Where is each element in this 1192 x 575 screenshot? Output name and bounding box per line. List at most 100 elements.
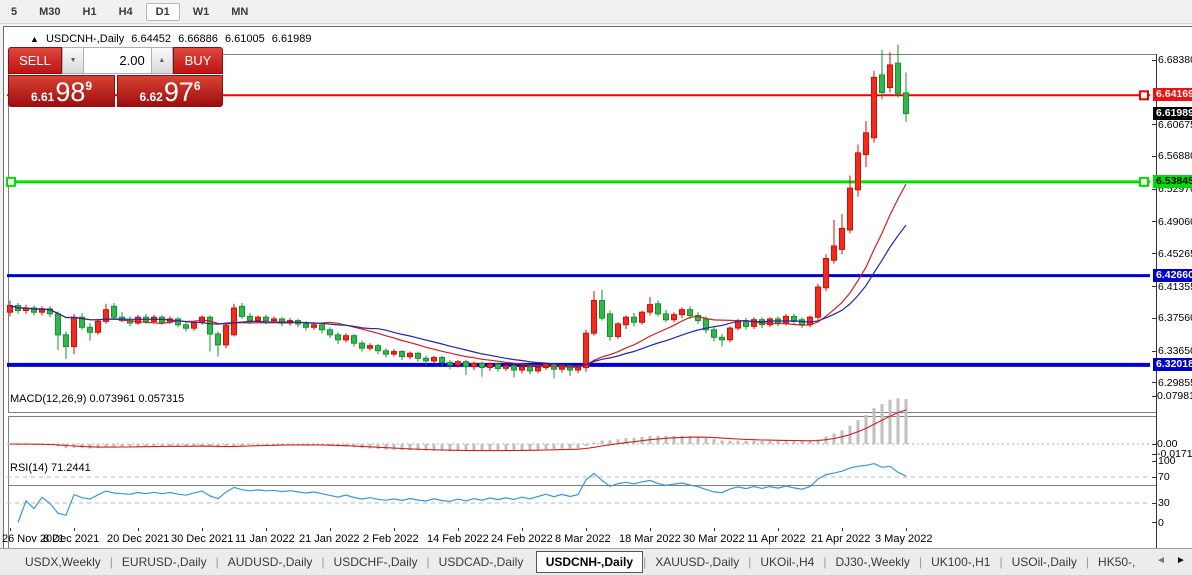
price-axis-label: 6.41355 <box>1158 280 1192 293</box>
volume-increase-button[interactable]: ▲ <box>150 47 173 74</box>
chart-ohlc-header: ▲ USDCNH-,Daily 6.64452 6.66886 6.61005 … <box>30 33 316 45</box>
sell-price-display[interactable]: 6.61 98 9 <box>8 75 115 107</box>
macd-axis-label: -0.017146 <box>1157 448 1192 461</box>
macd-axis-label: 0.00 <box>1157 438 1178 450</box>
date-axis-tick <box>457 528 459 531</box>
price-axis-label: 6.56880 <box>1158 150 1192 163</box>
date-axis-label: 11 Apr 2022 <box>747 533 806 545</box>
timeframe-button-w1[interactable]: W1 <box>192 5 210 18</box>
tab-usdcnh-daily[interactable]: USDCNH-,Daily <box>535 551 644 573</box>
macd-indicator-label: MACD(12,26,9) 0.073961 0.057315 <box>10 393 185 405</box>
price-axis-separator <box>1156 54 1157 574</box>
price-axis-label: 6.60675 <box>1158 118 1192 131</box>
tab-separator: | <box>426 555 430 569</box>
timeframe-button-h4[interactable]: H4 <box>118 5 133 18</box>
macd-axis-tick <box>1152 453 1156 455</box>
tab-separator: | <box>215 555 219 569</box>
tab-uk100-h1[interactable]: UK100-,H1 <box>931 555 991 569</box>
price-chart-panel <box>8 54 1157 413</box>
one-click-trading-widget: SELL ▼ 2.00 ▲ BUY 6.61 98 9 6.62 97 6 <box>8 47 224 107</box>
price-axis-badge: 6.53845 <box>1153 174 1192 188</box>
date-axis-label: 8 Dec 2021 <box>43 533 100 545</box>
rsi-axis-tick <box>1152 502 1156 504</box>
rsi-axis-label: 100 <box>1158 455 1176 467</box>
chevron-up-icon: ▲ <box>158 57 166 64</box>
macd-axis-tick <box>1152 395 1156 397</box>
date-axis-tick <box>73 528 75 531</box>
date-axis-label: 3 May 2022 <box>875 533 933 545</box>
buy-button[interactable]: BUY <box>172 47 224 74</box>
date-axis-tick <box>201 528 203 531</box>
tab-eurusd-daily[interactable]: EURUSD-,Daily <box>121 555 207 569</box>
tab-ukoil-h4[interactable]: UKOil-,H4 <box>760 555 815 569</box>
price-axis-tick <box>1152 350 1156 352</box>
tab-scroll-right-icon[interactable]: ► <box>1176 555 1186 566</box>
price-axis-badge: 6.64169 <box>1153 88 1192 102</box>
date-axis-tick <box>9 528 11 531</box>
date-axis-label: 8 Mar 2022 <box>555 533 611 545</box>
date-axis-tick <box>905 528 907 531</box>
tab-separator: | <box>321 555 325 569</box>
tab-dj30-weekly[interactable]: DJ30-,Weekly <box>835 555 910 569</box>
date-axis-label: 26 Nov 2021 <box>2 533 65 545</box>
rsi-axis-tick <box>1152 476 1156 478</box>
chart-symbol-label: USDCNH-,Daily <box>45 33 125 45</box>
price-axis-tick <box>1152 124 1156 126</box>
tab-usdchf-daily[interactable]: USDCHF-,Daily <box>333 555 418 569</box>
rsi-axis-tick <box>1152 460 1156 462</box>
tab-usdcad-daily[interactable]: USDCAD-,Daily <box>438 555 524 569</box>
tab-usoil-daily[interactable]: USOil-,Daily <box>1011 555 1077 569</box>
date-axis-tick <box>521 528 523 531</box>
ohlc-open: 6.64452 <box>131 33 172 45</box>
tab-scroll-left-icon[interactable]: ◄ <box>1156 555 1166 566</box>
rsi-axis-label: 70 <box>1158 471 1170 483</box>
date-axis-label: 11 Jan 2022 <box>235 533 295 545</box>
price-axis-tick <box>1152 253 1156 255</box>
price-axis-label: 6.49060 <box>1158 215 1192 228</box>
tab-hk50[interactable]: HK50-, <box>1098 555 1136 569</box>
tab-xauusd-daily[interactable]: XAUUSD-,Daily <box>655 555 740 569</box>
date-axis-label: 24 Feb 2022 <box>491 533 553 545</box>
date-axis-label: 2 Feb 2022 <box>363 533 419 545</box>
rsi-indicator-label: RSI(14) 71.2441 <box>10 462 91 474</box>
price-axis-tick <box>1152 59 1156 61</box>
macd-axis-tick <box>1152 443 1156 445</box>
ohlc-low: 6.61005 <box>224 33 265 45</box>
buy-price-display[interactable]: 6.62 97 6 <box>117 75 223 107</box>
price-axis-label: 6.45265 <box>1158 247 1192 260</box>
sell-button[interactable]: SELL <box>8 47 62 74</box>
macd-axis-label: 0.079813 <box>1157 390 1192 403</box>
volume-decrease-button[interactable]: ▼ <box>61 47 85 74</box>
timeframe-button-h1[interactable]: H1 <box>82 5 97 18</box>
tab-separator: | <box>748 555 752 569</box>
date-axis-tick <box>329 528 331 531</box>
date-axis-tick <box>585 528 587 531</box>
timeframe-toolbar: 5 M30 H1 H4 D1 W1 MN <box>0 0 1192 24</box>
timeframe-button-m30[interactable]: M30 <box>39 5 61 18</box>
ohlc-high: 6.66886 <box>178 33 218 45</box>
symbol-tabbar: USDX,Weekly | EURUSD-,Daily | AUDUSD-,Daily |… <box>0 548 1192 575</box>
tab-separator: | <box>823 555 827 569</box>
date-axis-label: 20 Dec 2021 <box>107 533 170 545</box>
timeframe-button-5[interactable]: 5 <box>11 5 18 18</box>
price-axis-label: 6.33650 <box>1158 345 1192 358</box>
price-axis-label: 6.68380 <box>1158 54 1192 66</box>
tab-separator: | <box>918 555 923 569</box>
tab-separator: | <box>1085 555 1090 569</box>
timeframe-button-d1[interactable]: D1 <box>145 2 180 21</box>
tab-separator: | <box>999 555 1003 569</box>
date-axis-label: 30 Dec 2021 <box>171 533 234 545</box>
rsi-axis-tick <box>1152 522 1156 523</box>
price-axis-badge: 6.61989 <box>1153 106 1192 120</box>
collapse-icon[interactable]: ▲ <box>30 34 39 44</box>
date-axis-tick <box>713 528 715 531</box>
rsi-panel <box>8 485 1157 557</box>
volume-input[interactable]: 2.00 <box>84 47 151 74</box>
date-axis-tick <box>841 528 843 531</box>
tab-audusd-daily[interactable]: AUDUSD-,Daily <box>227 555 313 569</box>
date-axis-tick <box>137 528 139 531</box>
tab-usdx-weekly[interactable]: USDX,Weekly <box>25 555 101 569</box>
price-axis-tick <box>1152 317 1156 319</box>
timeframe-button-mn[interactable]: MN <box>231 5 249 18</box>
date-axis-tick <box>393 528 395 531</box>
